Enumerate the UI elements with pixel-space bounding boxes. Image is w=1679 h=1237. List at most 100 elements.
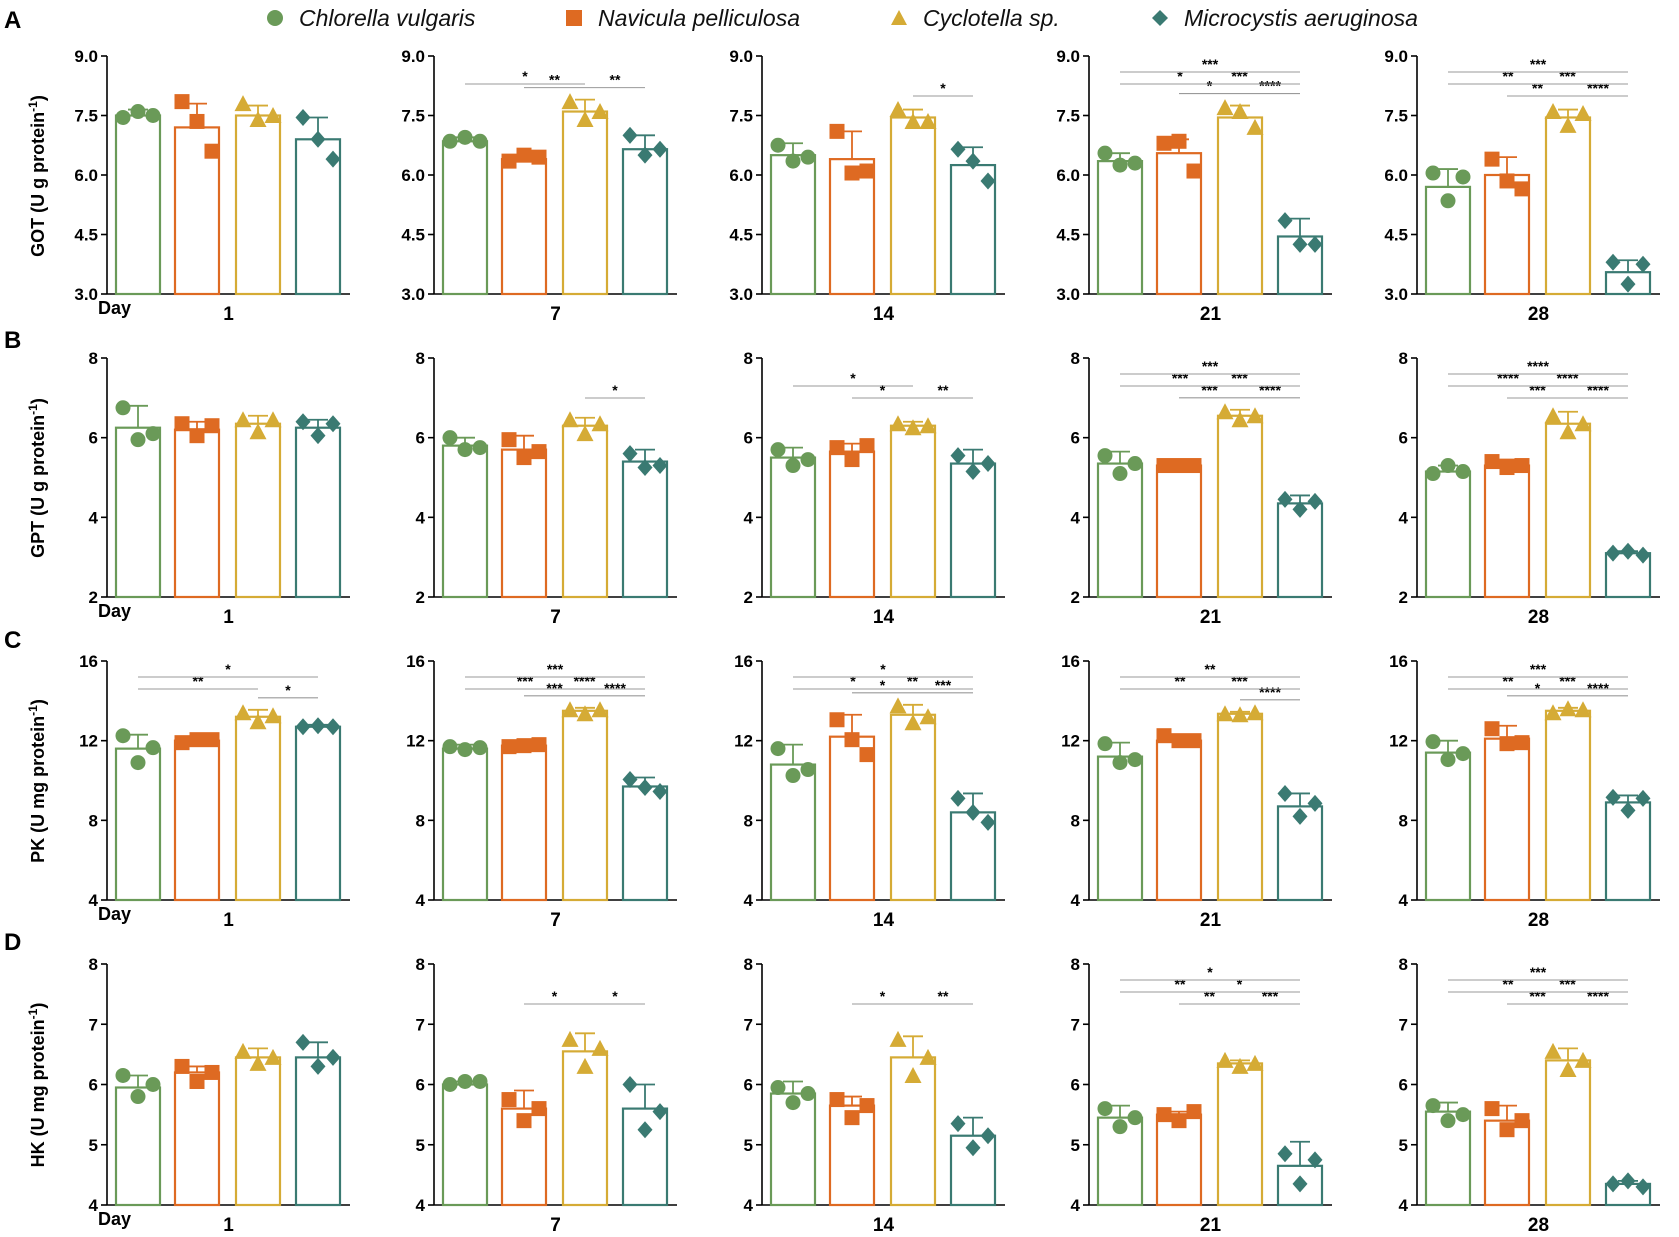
data-point: [115, 728, 131, 744]
y-tick-label: 2: [416, 588, 425, 607]
y-tick-label: 16: [79, 652, 98, 671]
data-point: [1127, 1110, 1143, 1126]
data-point: [1186, 458, 1202, 474]
data-point: [622, 1076, 638, 1093]
data-point: [561, 1030, 579, 1047]
y-tick-label: 5: [416, 1136, 425, 1155]
data-point: [204, 418, 220, 434]
data-point: [145, 108, 161, 123]
significance-label: ***: [1529, 988, 1546, 1004]
y-tick-label: 16: [406, 652, 425, 671]
data-point: [189, 113, 205, 129]
significance-label: *: [880, 661, 886, 677]
y-tick-label: 8: [89, 349, 98, 368]
data-point: [501, 432, 517, 448]
x-tick-label: 14: [873, 1215, 895, 1236]
significance-label: **: [1532, 80, 1543, 96]
data-point: [1425, 1098, 1441, 1114]
significance-label: *: [285, 682, 291, 698]
significance-label: ***: [1559, 976, 1576, 992]
data-point: [770, 741, 786, 757]
data-point: [965, 803, 981, 821]
significance-label: ***: [1202, 358, 1219, 374]
y-tick-label: 2: [1071, 588, 1080, 607]
data-point: [1425, 734, 1441, 750]
data-point: [204, 732, 220, 748]
significance-label: *: [940, 80, 946, 96]
triangle-marker-icon: [891, 10, 907, 25]
bar: [1544, 1059, 1592, 1207]
data-point: [1216, 99, 1234, 116]
significance-label: ***: [1202, 56, 1219, 72]
y-tick-label: 6: [1399, 1076, 1408, 1095]
y-tick-label: 6.0: [1056, 166, 1080, 185]
data-point: [576, 110, 594, 127]
bar: [173, 739, 221, 902]
significance-label: ****: [1587, 382, 1609, 398]
data-point: [1171, 133, 1187, 149]
data-point: [1620, 275, 1636, 293]
data-point: [189, 1073, 205, 1089]
data-point: [174, 1058, 190, 1074]
significance-label: **: [549, 72, 560, 88]
bar: [500, 158, 548, 296]
bar: [621, 785, 669, 902]
data-point: [295, 413, 311, 431]
data-point: [829, 712, 845, 728]
significance-label: ****: [1557, 370, 1579, 386]
data-point: [637, 778, 653, 796]
y-tick-label: 7: [744, 1015, 753, 1034]
data-point: [1277, 784, 1293, 802]
data-point: [264, 1048, 282, 1065]
day-label: Day: [98, 601, 131, 621]
data-point: [1514, 1113, 1530, 1129]
data-point: [1620, 1172, 1636, 1190]
bar: [1155, 464, 1203, 599]
data-point: [234, 1042, 252, 1059]
significance-label: **: [1175, 673, 1186, 689]
data-point: [204, 1064, 220, 1080]
data-point: [652, 1103, 668, 1121]
data-point: [1514, 181, 1530, 197]
bar: [889, 116, 937, 296]
significance-label: **: [938, 382, 949, 398]
data-point: [904, 112, 922, 129]
significance-label: ***: [1231, 370, 1248, 386]
y-tick-label: 5: [1399, 1136, 1408, 1155]
y-tick-label: 6.0: [729, 166, 753, 185]
y-tick-label: 6.0: [401, 166, 425, 185]
data-point: [295, 1033, 311, 1051]
data-point: [249, 1054, 267, 1071]
legend-label: Chlorella vulgaris: [299, 4, 476, 31]
data-point: [1156, 135, 1172, 151]
data-point: [1307, 235, 1323, 253]
y-tick-label: 7: [1071, 1015, 1080, 1034]
panel-letter: D: [4, 929, 21, 956]
y-tick-label: 8: [89, 955, 98, 974]
data-point: [652, 782, 668, 800]
data-point: [501, 739, 517, 755]
data-point: [1231, 1057, 1249, 1074]
subplot-got-day-1: 3.0 4.5 6.0 7.5 9.0 1: [74, 47, 350, 325]
data-point: [844, 732, 860, 748]
data-point: [1112, 1119, 1128, 1135]
y-axis-label-close: ): [28, 699, 48, 705]
bar: [889, 713, 937, 902]
y-tick-label: 6.0: [74, 166, 98, 185]
significance-label: **: [610, 72, 621, 88]
x-tick-label: 28: [1528, 1215, 1549, 1236]
data-point: [442, 739, 458, 755]
y-tick-label: 7.5: [74, 107, 98, 126]
x-tick-label: 1: [223, 910, 234, 931]
y-tick-label: 4: [1399, 508, 1409, 527]
data-point: [800, 452, 816, 468]
data-point: [1307, 492, 1323, 510]
data-point: [1292, 1175, 1308, 1193]
data-point: [980, 1127, 996, 1145]
significance-label: *: [880, 988, 886, 1004]
